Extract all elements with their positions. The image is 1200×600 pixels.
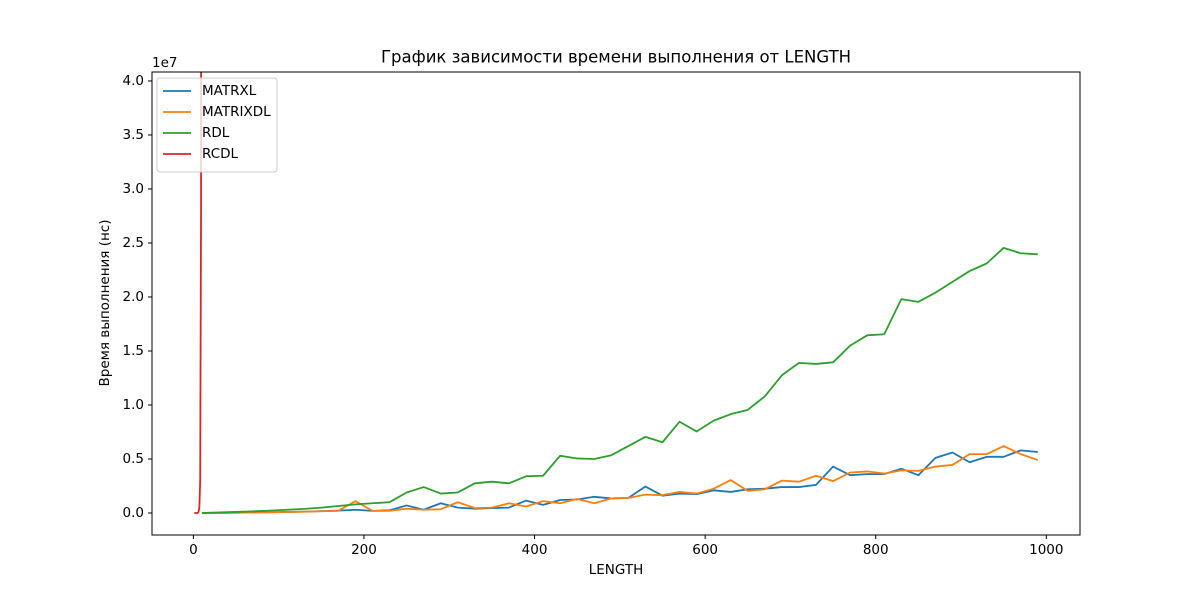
legend: MATRXL MATRIXDL RDL RCDL (156, 77, 278, 173)
y-tick-label: 0.0 (123, 505, 144, 521)
x-tick-label: 600 (692, 542, 718, 558)
y-offset-label: 1e7 (152, 55, 177, 71)
data-line (201, 445, 1039, 514)
y-tick-label: 3.5 (123, 127, 144, 143)
legend-label: RCDL (202, 146, 239, 162)
x-tick-label: 400 (522, 542, 548, 558)
plot-lines (194, 72, 1039, 514)
y-tick-label: 2.0 (123, 289, 144, 305)
x-tick-label: 800 (863, 542, 889, 558)
y-tick-label: 3.0 (123, 181, 144, 197)
x-tick-label: 200 (351, 542, 377, 558)
legend-box (156, 77, 278, 173)
legend-label: MATRXL (202, 83, 257, 99)
y-axis-label: Время выполнения (нс) (97, 220, 113, 387)
x-tick-label: 0 (189, 542, 198, 558)
x-axis-label: LENGTH (589, 562, 644, 578)
legend-label: MATRIXDL (202, 104, 271, 120)
x-tick-label: 1000 (1029, 542, 1063, 558)
y-tick-label: 1.0 (123, 397, 144, 413)
chart-title: График зависимости времени выполнения от… (381, 48, 851, 67)
axes-frame (151, 71, 1081, 536)
data-line (201, 246, 1038, 514)
y-tick-label: 1.5 (123, 343, 144, 359)
y-tick-label: 0.5 (123, 451, 144, 467)
y-tick-label: 2.5 (123, 235, 144, 251)
legend-label: RDL (202, 125, 230, 141)
data-line (194, 72, 202, 514)
y-tick-label: 4.0 (123, 73, 144, 89)
